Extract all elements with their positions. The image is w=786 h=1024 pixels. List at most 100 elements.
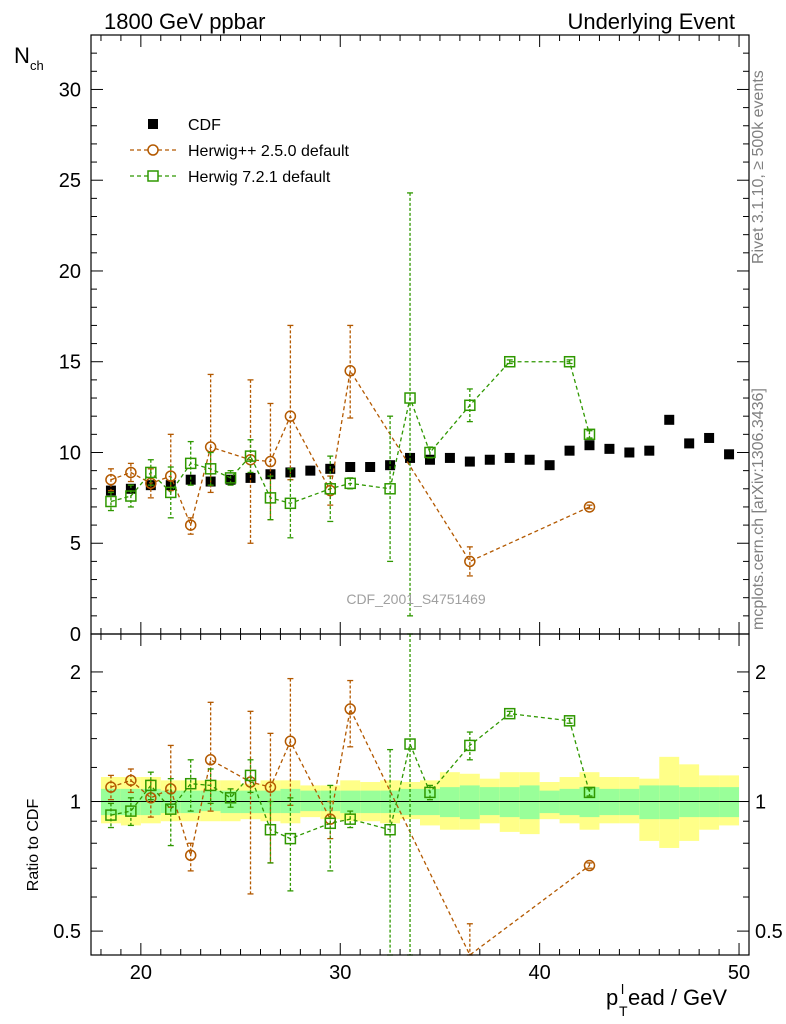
x-tick-label: 40 [529, 962, 551, 984]
band-inner-bin [719, 787, 740, 818]
data-point [444, 452, 455, 463]
data-point [344, 365, 356, 377]
data-point [284, 735, 297, 748]
y-tick-label: 15 [59, 352, 81, 374]
band-inner-bin [459, 785, 480, 820]
series-line [110, 369, 590, 563]
main-ylabel: N ch [14, 43, 44, 73]
ratio-y-tick-label: 1 [70, 792, 81, 814]
main-ylabel-text: N [14, 43, 30, 68]
data-point [105, 495, 117, 508]
data-point [184, 457, 197, 470]
legend-marker [148, 119, 158, 129]
data-point [584, 440, 595, 451]
band-inner-bin [639, 785, 660, 820]
data-point [624, 447, 635, 458]
data-point [583, 786, 596, 799]
ratio-plot-panel: 20 30 40 500.5 0.51 12 2 Ratio to CDF p T l ea… [25, 633, 783, 1019]
data-point [424, 786, 436, 799]
data-point [264, 823, 277, 836]
data-point [225, 474, 236, 485]
band-inner-bin [439, 787, 460, 818]
data-point [184, 777, 197, 790]
data-point [125, 466, 137, 479]
band-inner-bin [499, 787, 520, 818]
ratio-axes-layer: 20 30 40 500.5 0.51 12 2 [53, 633, 783, 984]
band-inner-bin [300, 790, 321, 812]
header-right: Underlying Event [567, 9, 735, 34]
band-inner-bin [659, 785, 680, 820]
data-point [244, 450, 257, 462]
data-point [305, 465, 316, 476]
data-point [563, 355, 576, 368]
data-point [284, 497, 297, 510]
ratio-y-tick-label-right: 2 [755, 662, 766, 684]
data-point [424, 446, 436, 459]
band-inner-bin [519, 785, 540, 820]
data-point [365, 462, 376, 473]
analysis-label: CDF_2001_S4751469 [346, 591, 486, 607]
x-tick-label: 20 [130, 962, 152, 984]
data-point [264, 455, 277, 468]
data-point [344, 477, 356, 490]
header-left: 1800 GeV ppbar [104, 9, 265, 34]
ratio-ylabel: Ratio to CDF [25, 799, 42, 892]
data-point [503, 707, 516, 720]
data-point [563, 715, 576, 727]
legend-marker [147, 144, 159, 156]
data-point [384, 823, 396, 836]
data-point [484, 454, 495, 465]
legend: CDF Herwig++ 2.5.0 default Herwig 7.2.1 de… [130, 117, 350, 186]
x-axis-label-rest: ead / GeV [628, 985, 727, 1010]
data-point [184, 519, 197, 531]
band-inner-bin [679, 787, 700, 818]
main-axes-layer: 0 5 10 15 20 25 30 [59, 34, 750, 646]
data-point [324, 817, 337, 830]
data-point [583, 859, 596, 872]
data-point [105, 809, 117, 821]
y-tick-label: 5 [70, 533, 81, 555]
data-point [185, 474, 196, 485]
data-point [145, 477, 157, 490]
data-point [145, 779, 157, 792]
data-point [105, 781, 117, 793]
data-point [564, 445, 575, 456]
data-point [464, 739, 476, 752]
data-point [204, 779, 217, 792]
x-axis-label-p: p [606, 985, 618, 1010]
y-tick-label: 25 [59, 170, 81, 192]
data-point [464, 555, 476, 568]
legend-label: Herwig++ 2.5.0 default [188, 143, 350, 160]
data-point [125, 490, 137, 502]
data-point [344, 813, 356, 825]
data-point [404, 738, 416, 750]
data-point [184, 849, 197, 862]
data-point [583, 501, 596, 513]
data-point [284, 410, 297, 422]
data-point [604, 443, 615, 454]
legend-label: CDF [188, 117, 221, 134]
data-point [583, 428, 596, 441]
data-point [165, 470, 177, 482]
ratio-y-tick-label: 0.5 [53, 921, 81, 943]
data-point [524, 454, 535, 465]
data-point [264, 781, 277, 793]
main-plot-panel: 0 5 10 15 20 25 30 CDF_2001_S4751469 N ch CDF H… [14, 34, 750, 646]
ratio-y-tick-label-right: 0.5 [755, 921, 783, 943]
ratio-series-layer [91, 633, 749, 956]
data-point [664, 414, 675, 425]
data-point [284, 832, 297, 845]
data-point [684, 438, 695, 449]
data-point [125, 483, 136, 494]
mcplots-label: mcplots.cern.ch [arXiv:1306.3436] [750, 388, 767, 630]
data-point [724, 449, 735, 460]
rivet-label: Rivet 3.1.10, ≥ 500k events [750, 70, 767, 264]
data-point [345, 462, 356, 473]
data-point [344, 703, 356, 715]
data-point [165, 486, 177, 499]
x-axis-label: p T l ead / GeV [606, 981, 727, 1019]
y-tick-label: 10 [59, 442, 81, 464]
data-point [424, 454, 435, 465]
data-point [504, 452, 515, 463]
